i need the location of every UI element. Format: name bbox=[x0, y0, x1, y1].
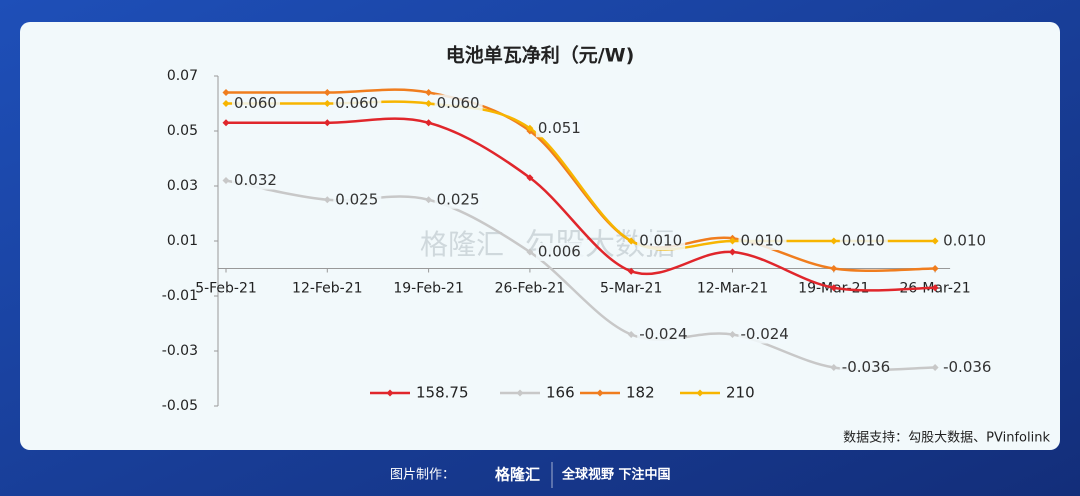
legend-label: 182 bbox=[626, 384, 655, 402]
y-tick-label: -0.05 bbox=[162, 398, 198, 414]
label-bg bbox=[941, 232, 990, 250]
point-marker bbox=[323, 89, 331, 96]
y-tick-label: -0.03 bbox=[162, 343, 198, 359]
value-label: 0.010 bbox=[741, 232, 784, 250]
point-marker bbox=[729, 331, 736, 338]
point-marker bbox=[222, 89, 230, 96]
x-tick-label: 5-Mar-21 bbox=[600, 281, 662, 297]
y-tick-label: 0.07 bbox=[167, 68, 198, 84]
point-marker bbox=[931, 284, 939, 292]
label-bg bbox=[333, 94, 382, 113]
label-bg bbox=[333, 190, 382, 209]
label-bg bbox=[535, 243, 584, 261]
footer-slogan: 全球视野 下注中国 bbox=[561, 467, 671, 483]
point-marker bbox=[729, 237, 736, 245]
point-marker bbox=[323, 196, 331, 204]
label-bg bbox=[637, 232, 686, 250]
value-label: -0.024 bbox=[741, 325, 789, 343]
value-label: -0.036 bbox=[943, 358, 991, 376]
label-bg bbox=[434, 190, 483, 209]
series-line bbox=[225, 117, 936, 292]
series-line bbox=[225, 88, 936, 272]
plot: 0.07 0.05 0.03 0.01 -0.01 -0.03 -0.05 5-Feb-21 1… bbox=[162, 68, 992, 414]
y-tick-label: 0.05 bbox=[167, 123, 198, 139]
label-bg bbox=[232, 94, 280, 113]
label-bg bbox=[941, 358, 990, 377]
legend-label: 166 bbox=[546, 384, 575, 402]
value-label: 0.010 bbox=[842, 232, 885, 250]
point-marker bbox=[222, 100, 230, 107]
y-tick-label: 0.01 bbox=[167, 233, 198, 249]
legend-marker bbox=[696, 389, 704, 397]
point-marker bbox=[931, 237, 939, 245]
value-label: 0.060 bbox=[335, 94, 378, 112]
x-tick-label: 26-Feb-21 bbox=[495, 281, 566, 297]
value-label: -0.024 bbox=[639, 325, 687, 343]
label-bg bbox=[434, 94, 483, 113]
point-marker bbox=[222, 177, 230, 184]
value-label: 0.006 bbox=[538, 243, 581, 261]
value-label: 0.032 bbox=[234, 171, 277, 189]
point-marker bbox=[830, 237, 838, 245]
value-label: 0.051 bbox=[538, 119, 581, 137]
value-label: 0.060 bbox=[234, 94, 277, 112]
x-tick-label: 12-Feb-21 bbox=[292, 281, 363, 297]
label-bg bbox=[232, 171, 280, 190]
x-tick-label: 5-Feb-21 bbox=[195, 281, 257, 297]
x-tick-label: 12-Mar-21 bbox=[697, 281, 768, 297]
point-marker bbox=[830, 364, 838, 371]
point-marker bbox=[323, 100, 331, 107]
value-label: 0.060 bbox=[437, 94, 480, 112]
point-marker bbox=[323, 119, 331, 127]
point-marker bbox=[526, 124, 534, 132]
value-label: 0.025 bbox=[335, 190, 378, 208]
value-label: -0.036 bbox=[842, 358, 890, 376]
value-label: 0.025 bbox=[437, 190, 480, 208]
label-bg bbox=[738, 325, 787, 344]
point-marker bbox=[830, 284, 838, 292]
label-bg bbox=[839, 232, 888, 250]
point-marker bbox=[425, 89, 433, 96]
footer-label: 图片制作： bbox=[390, 468, 455, 483]
point-marker bbox=[729, 248, 736, 256]
point-marker bbox=[931, 364, 939, 371]
point-marker bbox=[526, 174, 534, 182]
point-marker bbox=[931, 265, 939, 272]
legend-label: 210 bbox=[726, 384, 755, 402]
label-bg bbox=[738, 232, 787, 250]
point-marker bbox=[222, 119, 230, 127]
y-tick-label: -0.01 bbox=[162, 288, 198, 304]
card bbox=[20, 22, 1060, 450]
point-marker bbox=[425, 196, 433, 204]
point-marker bbox=[425, 119, 433, 127]
point-marker bbox=[627, 331, 635, 338]
legend-marker bbox=[386, 389, 394, 397]
point-marker bbox=[627, 267, 635, 275]
point-marker bbox=[526, 248, 534, 256]
watermark: 格隆汇 bbox=[420, 228, 504, 261]
point-marker bbox=[627, 237, 635, 245]
chart-title: 电池单瓦净利（元/W) bbox=[446, 44, 635, 67]
x-tick-label: 19-Feb-21 bbox=[393, 281, 464, 297]
point-marker bbox=[830, 265, 838, 272]
label-bg bbox=[535, 119, 584, 138]
label-bg bbox=[839, 358, 888, 377]
footer-brand: 格隆汇 bbox=[495, 466, 540, 484]
legend-marker bbox=[516, 389, 524, 397]
value-label: 0.010 bbox=[639, 232, 682, 250]
point-marker bbox=[425, 100, 433, 107]
value-label: 0.010 bbox=[943, 232, 986, 250]
y-tick-label: 0.03 bbox=[167, 178, 198, 194]
legend-marker bbox=[596, 389, 604, 397]
label-bg bbox=[637, 325, 686, 344]
legend-label: 158.75 bbox=[416, 384, 469, 402]
source: 数据支持：勾股大数据、PVinfolink bbox=[843, 431, 1050, 446]
